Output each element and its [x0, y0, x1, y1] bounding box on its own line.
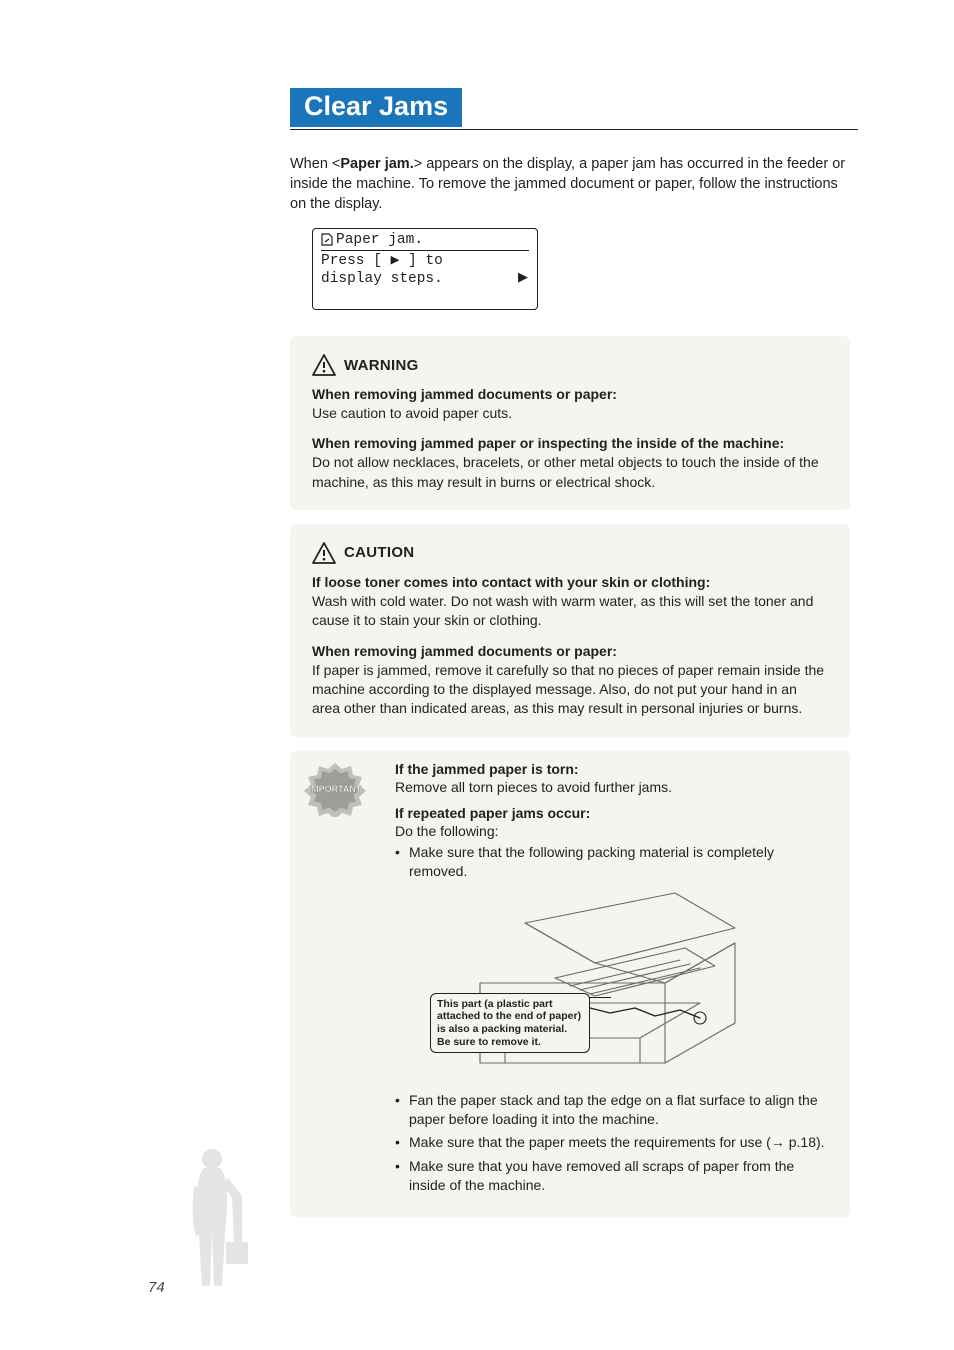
warning-subhead-1: When removing jammed documents or paper: [312, 386, 828, 402]
lcd-line-1-text: Paper jam. [336, 231, 423, 249]
warning-box: WARNING When removing jammed documents o… [290, 336, 850, 510]
important-badge-icon: IMPORTANT [300, 761, 370, 817]
important-bullet-bottom-1: Fan the paper stack and tap the edge on … [395, 1091, 828, 1130]
caution-body-1: Wash with cold water. Do not wash with w… [312, 592, 828, 631]
caution-subhead-1: If loose toner comes into contact with y… [312, 574, 828, 590]
warning-triangle-icon [312, 354, 336, 376]
warning-body-2: Do not allow necklaces, bracelets, or ot… [312, 453, 828, 492]
intro-bold: Paper jam. [340, 156, 413, 172]
caution-triangle-icon [312, 542, 336, 564]
caution-box: CAUTION If loose toner comes into contac… [290, 524, 850, 737]
lcd-line-2: Press [ ▶ ] to [321, 252, 529, 270]
important-bullet-bottom-2: Make sure that the paper meets the requi… [395, 1133, 828, 1152]
heading-rule [290, 129, 858, 130]
important-box: IMPORTANT If the jammed paper is torn: R… [290, 751, 850, 1218]
intro-prefix: When < [290, 156, 340, 172]
printer-illustration: This part (a plastic part attached to th… [435, 888, 745, 1083]
paper-jam-icon [321, 233, 333, 248]
lcd-line-3: display steps. [321, 270, 529, 288]
caution-body-2: If paper is jammed, remove it carefully … [312, 661, 828, 719]
lcd-display: Paper jam. Press [ ▶ ] to display steps.… [312, 228, 538, 310]
important-bullets-bottom: Fan the paper stack and tap the edge on … [395, 1091, 828, 1196]
important-body-1: Remove all torn pieces to avoid further … [395, 778, 828, 797]
important-bullet-bottom-3: Make sure that you have removed all scra… [395, 1157, 828, 1196]
figure-callout: This part (a plastic part attached to th… [430, 993, 590, 1053]
person-silhouette-icon [182, 1146, 254, 1291]
important-bullets-top: Make sure that the following packing mat… [395, 843, 828, 882]
lcd-right-arrow-icon: ▶ [518, 269, 528, 285]
important-subhead-2: If repeated paper jams occur: [395, 805, 828, 821]
intro-paragraph: When <Paper jam.> appears on the display… [290, 154, 850, 214]
svg-text:IMPORTANT: IMPORTANT [309, 784, 362, 794]
page-number: 74 [148, 1279, 165, 1296]
important-subhead-1: If the jammed paper is torn: [395, 761, 828, 777]
warning-subhead-2: When removing jammed paper or inspecting… [312, 435, 828, 451]
important-bullet-top-1: Make sure that the following packing mat… [395, 843, 828, 882]
warning-title: WARNING [344, 357, 419, 374]
important-body-2: Do the following: [395, 822, 828, 841]
warning-body-1: Use caution to avoid paper cuts. [312, 404, 828, 423]
caution-title: CAUTION [344, 544, 414, 561]
caution-subhead-2: When removing jammed documents or paper: [312, 643, 828, 659]
lcd-divider [321, 250, 529, 251]
section-heading: Clear Jams [290, 88, 462, 127]
lcd-line-1: Paper jam. [321, 231, 529, 249]
